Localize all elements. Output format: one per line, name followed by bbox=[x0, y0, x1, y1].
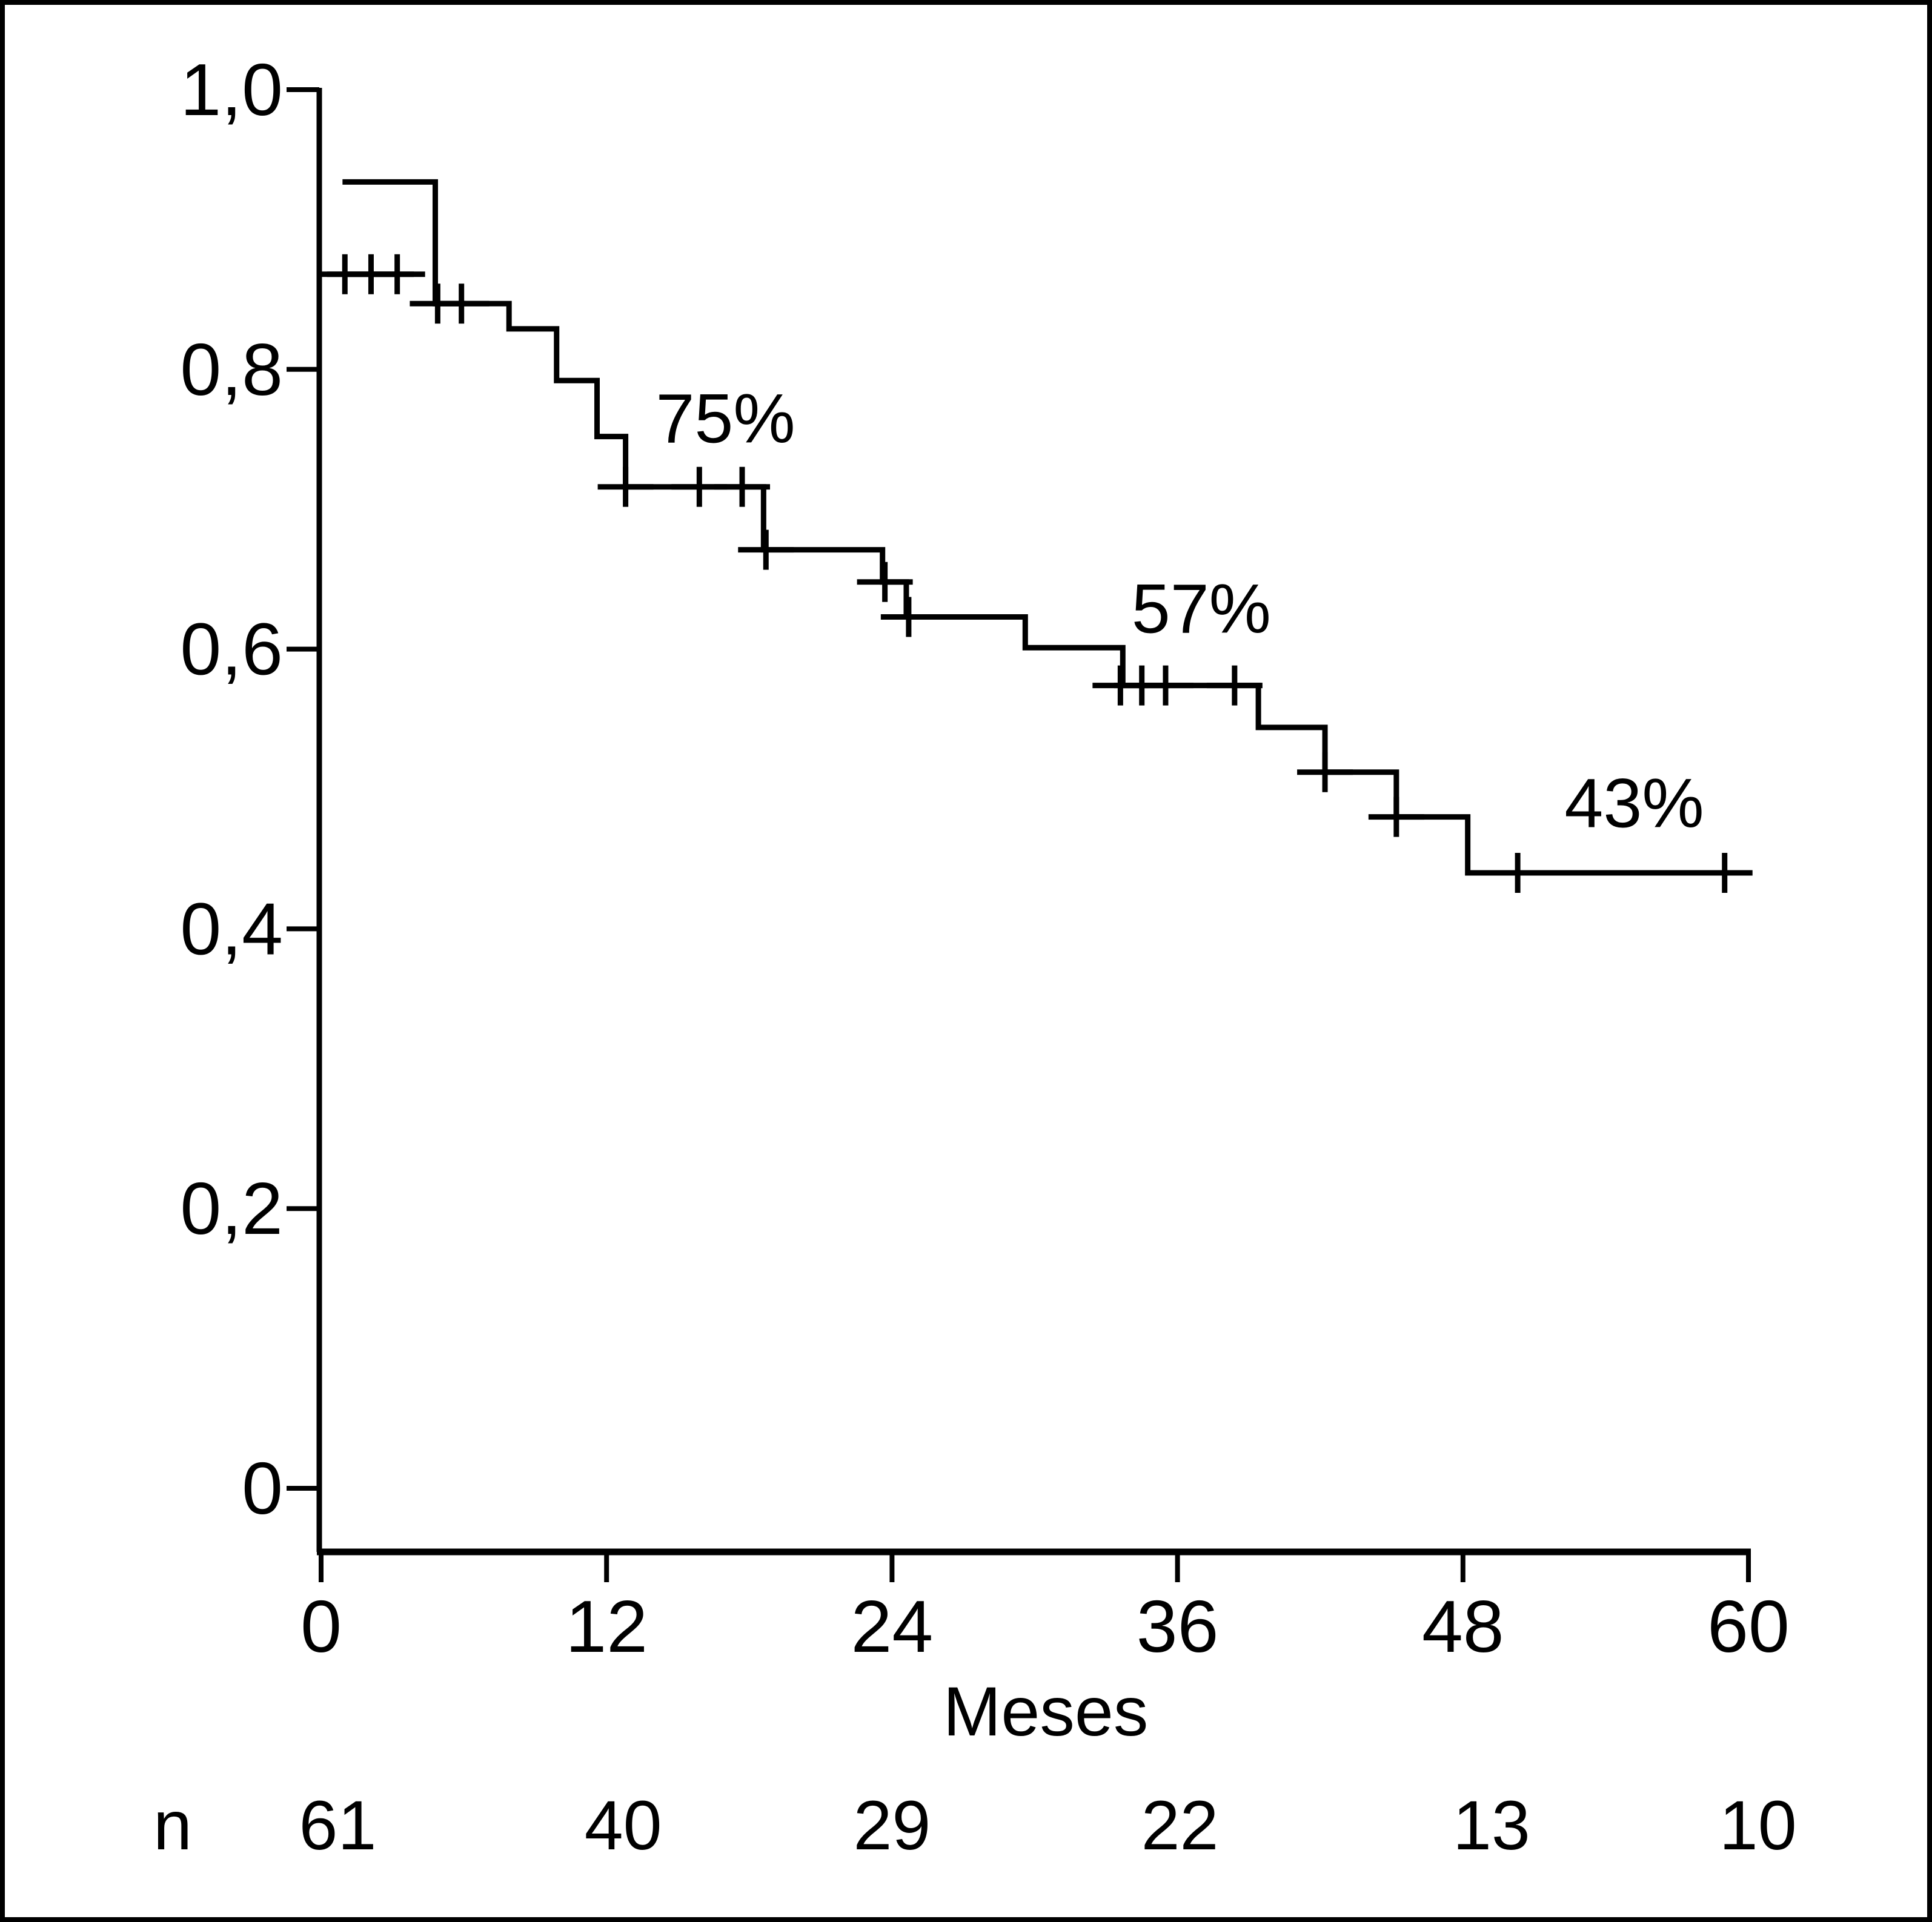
at-risk-value: 61 bbox=[299, 1787, 377, 1864]
annotation-label: 43% bbox=[1564, 765, 1704, 843]
x-tick-label: 24 bbox=[851, 1585, 934, 1668]
annotation-label: 57% bbox=[1132, 571, 1271, 648]
y-tick-label: 0,6 bbox=[180, 608, 283, 691]
x-tick-label: 12 bbox=[565, 1585, 648, 1668]
survival-curve-path bbox=[342, 179, 1742, 876]
x-tick-label: 0 bbox=[300, 1585, 342, 1668]
at-risk-value: 40 bbox=[585, 1787, 662, 1864]
y-tick-label: 0,8 bbox=[180, 328, 283, 411]
annotation-label: 75% bbox=[656, 380, 795, 458]
x-tick-label: 48 bbox=[1422, 1585, 1504, 1668]
y-tick-label: 0,4 bbox=[180, 887, 283, 970]
x-axis-title: Meses bbox=[943, 1673, 1149, 1751]
x-tick-label: 60 bbox=[1707, 1585, 1790, 1668]
at-risk-value: 22 bbox=[1141, 1787, 1219, 1864]
x-tick-label: 36 bbox=[1137, 1585, 1219, 1668]
y-tick-label: 1,0 bbox=[180, 48, 283, 131]
km-survival-chart: 1,0 0,8 0,6 0,4 0,2 00 12 24 36 48 60 Meses 75% 57% 43… bbox=[153, 48, 1797, 1864]
at-risk-label: n bbox=[153, 1787, 192, 1864]
at-risk-value: 29 bbox=[853, 1787, 931, 1864]
y-tick-label: 0,2 bbox=[180, 1167, 283, 1250]
at-risk-value: 13 bbox=[1453, 1787, 1530, 1864]
at-risk-value: 10 bbox=[1719, 1787, 1797, 1864]
y-tick-label: 0 bbox=[242, 1447, 283, 1529]
